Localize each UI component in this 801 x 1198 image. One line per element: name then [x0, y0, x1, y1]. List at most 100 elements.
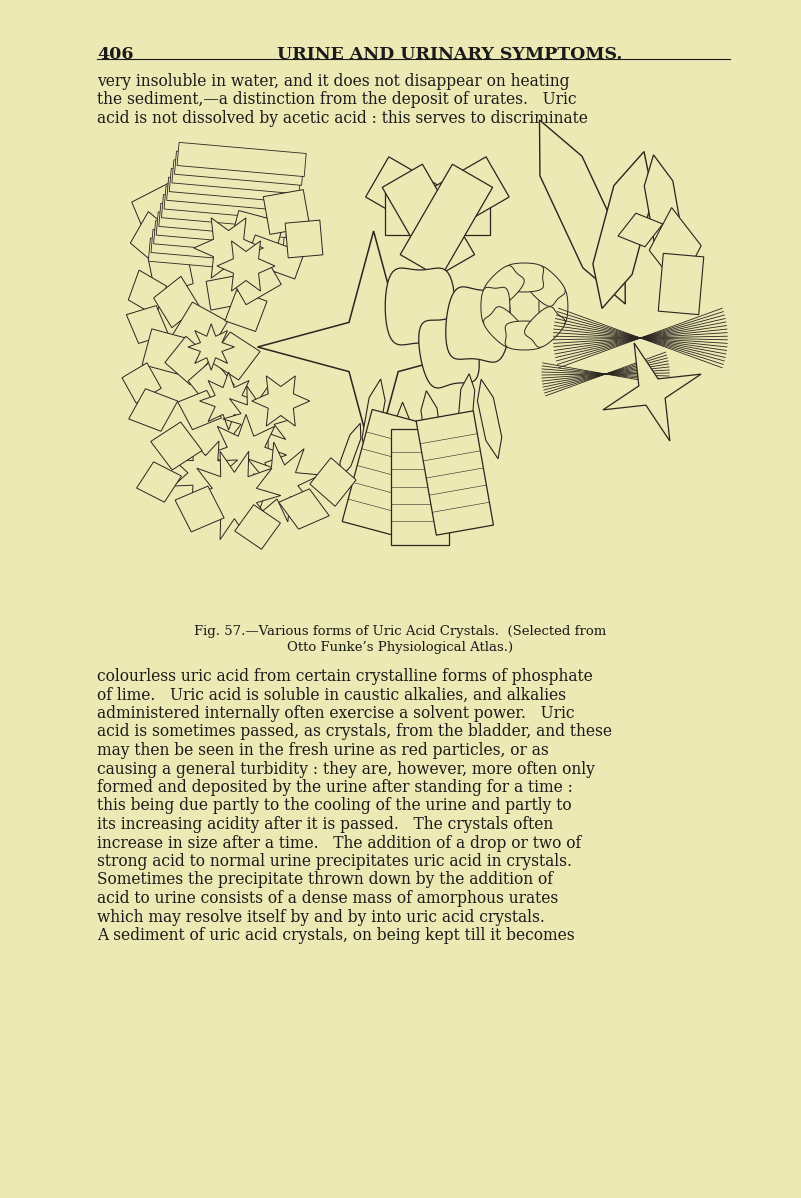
Polygon shape	[205, 415, 287, 496]
Text: 406: 406	[97, 46, 134, 63]
Polygon shape	[593, 152, 653, 308]
Polygon shape	[154, 220, 283, 255]
Polygon shape	[340, 423, 360, 478]
Polygon shape	[194, 218, 264, 278]
Text: Otto Funke’s Physiological Atlas.): Otto Funke’s Physiological Atlas.)	[287, 641, 513, 654]
Polygon shape	[169, 169, 299, 202]
Text: increase in size after a time.   The addition of a drop or two of: increase in size after a time. The addit…	[97, 835, 582, 852]
Polygon shape	[484, 307, 524, 347]
Polygon shape	[173, 441, 238, 506]
Text: causing a general turbidity : they are, however, more often only: causing a general turbidity : they are, …	[97, 761, 595, 778]
Polygon shape	[342, 410, 429, 537]
Text: very insoluble in water, and it does not disappear on heating: very insoluble in water, and it does not…	[97, 73, 570, 90]
Polygon shape	[279, 489, 329, 530]
Polygon shape	[421, 391, 442, 465]
Polygon shape	[128, 270, 167, 316]
Polygon shape	[417, 411, 493, 536]
Polygon shape	[217, 241, 275, 291]
Polygon shape	[164, 186, 293, 220]
Polygon shape	[525, 266, 566, 307]
Text: may then be seen in the fresh urine as red particles, or as: may then be seen in the fresh urine as r…	[97, 742, 549, 760]
Polygon shape	[285, 220, 323, 258]
Polygon shape	[505, 264, 544, 292]
Polygon shape	[159, 204, 288, 237]
Polygon shape	[129, 388, 178, 431]
Polygon shape	[223, 386, 292, 452]
Polygon shape	[246, 235, 304, 279]
Polygon shape	[188, 452, 281, 539]
Text: formed and deposited by the urine after standing for a time :: formed and deposited by the urine after …	[97, 779, 573, 795]
Polygon shape	[241, 442, 320, 522]
Polygon shape	[658, 253, 704, 315]
Polygon shape	[252, 376, 310, 426]
Text: URINE AND URINARY SYMPTOMS.: URINE AND URINARY SYMPTOMS.	[277, 46, 622, 63]
Polygon shape	[206, 276, 239, 310]
Text: acid to urine consists of a dense mass of amorphous urates: acid to urine consists of a dense mass o…	[97, 890, 558, 907]
Polygon shape	[419, 315, 479, 388]
Polygon shape	[177, 143, 306, 176]
Text: colourless uric acid from certain crystalline forms of phosphate: colourless uric acid from certain crysta…	[97, 668, 593, 685]
Polygon shape	[618, 213, 662, 247]
Polygon shape	[458, 374, 475, 437]
Polygon shape	[396, 403, 409, 472]
Polygon shape	[310, 458, 356, 507]
Text: strong acid to normal urine precipitates uric acid in crystals.: strong acid to normal urine precipitates…	[97, 853, 572, 870]
Polygon shape	[131, 182, 187, 242]
Polygon shape	[151, 229, 280, 264]
Polygon shape	[477, 380, 501, 459]
Text: acid is sometimes passed, as crystals, from the bladder, and these: acid is sometimes passed, as crystals, f…	[97, 724, 612, 740]
Polygon shape	[234, 264, 281, 304]
Polygon shape	[525, 307, 566, 347]
Polygon shape	[442, 424, 456, 477]
Polygon shape	[264, 189, 310, 235]
Polygon shape	[540, 120, 626, 304]
Text: the sediment,—a distinction from the deposit of urates.   Uric: the sediment,—a distinction from the dep…	[97, 91, 577, 109]
Polygon shape	[481, 288, 510, 326]
Polygon shape	[162, 194, 291, 229]
Text: this being due partly to the cooling of the urine and partly to: this being due partly to the cooling of …	[97, 798, 572, 815]
Polygon shape	[199, 373, 258, 430]
Polygon shape	[188, 323, 235, 370]
Polygon shape	[603, 343, 701, 441]
Polygon shape	[137, 462, 181, 502]
Polygon shape	[188, 358, 235, 407]
Polygon shape	[156, 212, 285, 247]
Polygon shape	[385, 268, 455, 345]
Text: of lime.   Uric acid is soluble in caustic alkalies, and alkalies: of lime. Uric acid is soluble in caustic…	[97, 686, 566, 703]
Polygon shape	[385, 189, 489, 235]
Polygon shape	[165, 337, 211, 385]
Polygon shape	[365, 157, 479, 249]
Polygon shape	[235, 504, 280, 549]
Polygon shape	[148, 244, 193, 296]
Polygon shape	[644, 155, 683, 270]
Polygon shape	[445, 286, 510, 362]
Text: which may resolve itself by and by into uric acid crystals.: which may resolve itself by and by into …	[97, 908, 545, 926]
Polygon shape	[148, 238, 277, 272]
Polygon shape	[231, 211, 284, 249]
Polygon shape	[131, 212, 176, 266]
Polygon shape	[649, 207, 701, 289]
Polygon shape	[539, 288, 568, 326]
Polygon shape	[400, 164, 493, 278]
Text: Sometimes the precipitate thrown down by the addition of: Sometimes the precipitate thrown down by…	[97, 871, 553, 889]
Text: its increasing acidity after it is passed.   The crystals often: its increasing acidity after it is passe…	[97, 816, 553, 833]
Polygon shape	[178, 391, 221, 430]
Polygon shape	[396, 157, 509, 249]
Polygon shape	[382, 164, 474, 278]
Polygon shape	[225, 290, 267, 332]
Polygon shape	[258, 231, 489, 462]
Polygon shape	[175, 151, 304, 186]
Polygon shape	[167, 177, 296, 211]
Polygon shape	[362, 379, 385, 459]
Polygon shape	[391, 429, 449, 545]
Text: administered internally often exercise a solvent power.   Uric: administered internally often exercise a…	[97, 704, 574, 722]
Polygon shape	[127, 305, 168, 344]
Polygon shape	[209, 332, 260, 380]
Polygon shape	[175, 486, 224, 532]
Polygon shape	[172, 159, 301, 194]
Polygon shape	[151, 422, 202, 470]
Polygon shape	[154, 277, 199, 328]
Polygon shape	[122, 363, 161, 404]
Text: acid is not dissolved by acetic acid : this serves to discriminate: acid is not dissolved by acetic acid : t…	[97, 110, 588, 127]
Polygon shape	[171, 302, 227, 356]
